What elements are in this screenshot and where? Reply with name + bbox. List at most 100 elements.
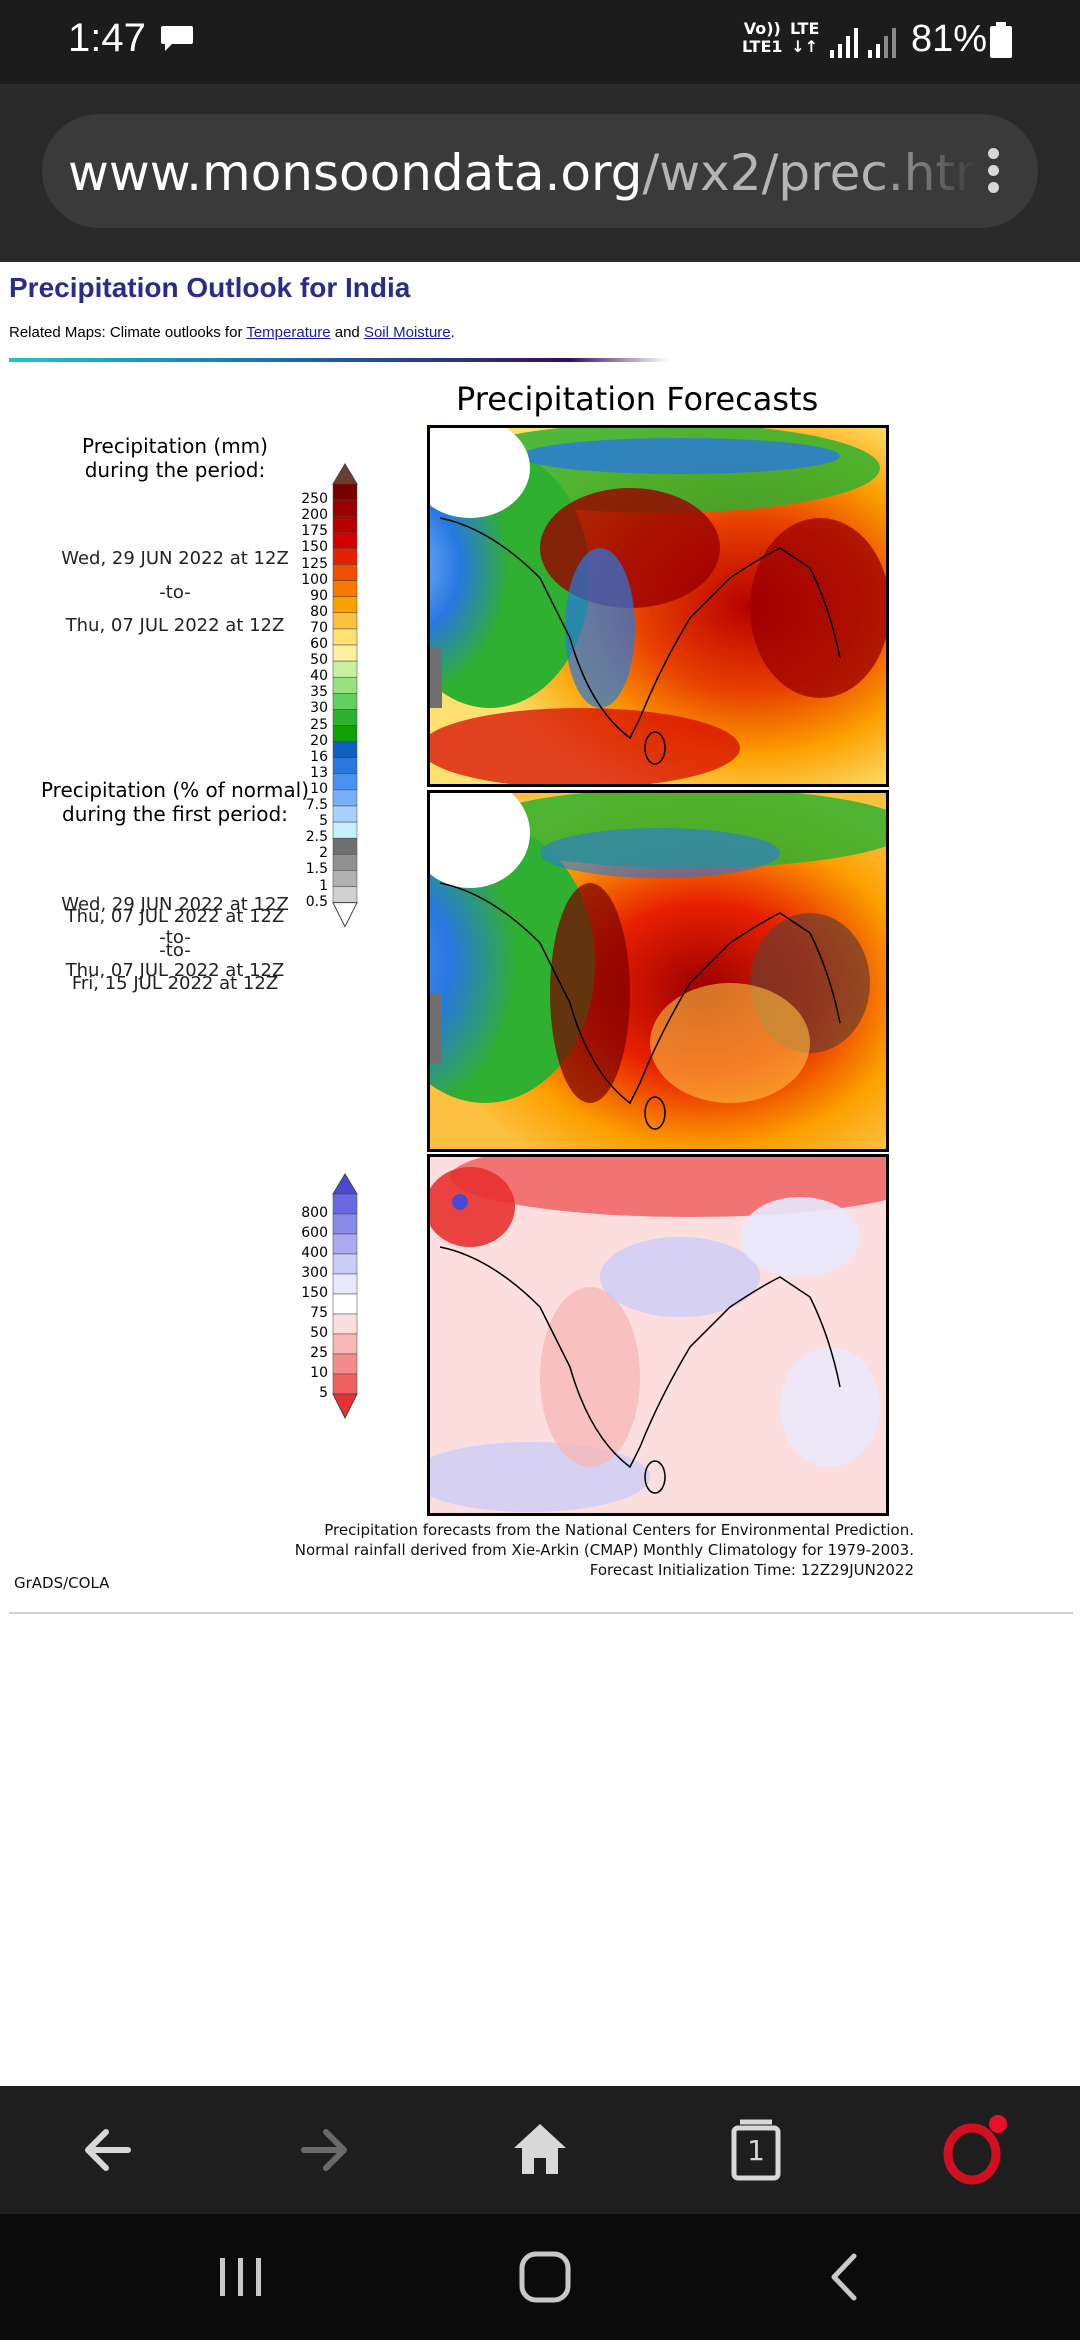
period3-start: Wed, 29 JUN 2022 at 12Z: [61, 894, 289, 915]
precip-map-period2: [427, 790, 889, 1152]
temperature-link[interactable]: Temperature: [246, 324, 331, 341]
battery-percent: 81%: [911, 18, 988, 60]
pct-scale-swatch: [332, 1373, 358, 1395]
pct-scale-tick: 150: [301, 1285, 328, 1301]
pct-scale-tick: 25: [310, 1345, 328, 1361]
pct-scale-tick: 5: [319, 1385, 328, 1401]
pct-scale-tick: 75: [310, 1305, 328, 1321]
mm-scale-swatch: [332, 515, 358, 533]
pct-scale-swatch: [332, 1293, 358, 1315]
mm-scale-swatch: [332, 532, 358, 549]
mm-scale-tick: 30: [310, 700, 328, 717]
mm-scale-bottom-arrow: [332, 902, 358, 928]
signal-icon-2: [868, 28, 896, 58]
mm-scale-tick: 13: [310, 764, 328, 781]
system-navigation-bar: [0, 2214, 1080, 2340]
mm-scale-tick: 35: [310, 684, 328, 701]
pct-scale-tick: 600: [301, 1225, 328, 1241]
pct-scale-swatch: [332, 1313, 358, 1335]
mm-scale-tick: 1.5: [305, 861, 328, 878]
mm-scale-tick: 250: [301, 491, 328, 508]
mm-scale-tick: 10: [310, 780, 328, 797]
pct-scale-swatch: [332, 1193, 358, 1215]
mm-scale-swatch: [332, 886, 358, 903]
pct-scale-swatch: [332, 1353, 358, 1375]
mm-scale-swatch: [332, 676, 358, 694]
mm-scale-swatch: [332, 499, 358, 517]
divider: [9, 358, 669, 362]
mm-scale-swatch: [332, 660, 358, 678]
mm-scale-tick: 2: [319, 845, 328, 862]
url-text[interactable]: www.monsoondata.org/wx2/prec.htm: [68, 144, 978, 202]
related-maps: Related Maps: Climate outlooks for Tempe…: [9, 324, 455, 341]
pct-scale-swatch: [332, 1253, 358, 1275]
mm-scale-tick: 60: [310, 636, 328, 652]
pct-scale-tick: 400: [301, 1245, 328, 1261]
mm-scale-tick: 25: [310, 716, 328, 733]
pct-scale-swatch: [332, 1333, 358, 1355]
mm-scale-swatch: [332, 870, 358, 887]
period1-to: -to-: [159, 582, 191, 603]
pct-scale-swatch: [332, 1273, 358, 1295]
home-icon[interactable]: [500, 2110, 580, 2190]
credits: Precipitation forecasts from the Nationa…: [294, 1521, 914, 1579]
mm-scale-tick: 70: [310, 619, 328, 636]
period2-start: Thu, 07 JUL 2022 at 12Z: [65, 906, 285, 927]
recent-apps-icon[interactable]: [206, 2244, 276, 2310]
mm-scale-swatch: [332, 821, 358, 839]
home-button-icon[interactable]: [510, 2244, 580, 2310]
mm-scale-swatch: [332, 564, 358, 581]
pct-scale-swatch: [332, 1233, 358, 1255]
pct-scale-top-arrow: [332, 1173, 358, 1195]
mm-scale-swatch: [332, 741, 358, 758]
soil-moisture-link[interactable]: Soil Moisture: [363, 324, 451, 341]
mm-scale-swatch: [332, 709, 358, 726]
tabs-icon: [731, 2119, 781, 2181]
mm-scale-swatch: [332, 854, 358, 871]
forecast-title: Precipitation Forecasts: [456, 380, 819, 418]
horizontal-rule: [9, 1612, 1073, 1614]
period1-start: Wed, 29 JUN 2022 at 12Z: [61, 548, 289, 569]
web-page: Precipitation Outlook for India Related …: [0, 262, 1080, 2086]
volte-indicator: Vo)) LTE1: [742, 19, 783, 56]
mm-scale-tick: 20: [310, 732, 328, 749]
mm-scale-swatch: [332, 773, 358, 791]
pct-scale-tick: 10: [310, 1365, 328, 1381]
pct-scale-swatch: [332, 1213, 358, 1235]
mm-scale-tick: 175: [301, 523, 328, 540]
precip-anomaly-map: [427, 1154, 889, 1516]
tabs-button[interactable]: 1: [716, 2110, 796, 2190]
back-arrow-icon[interactable]: [68, 2110, 148, 2190]
mm-scale-tick: 90: [310, 587, 328, 604]
period3-to: -to-: [159, 927, 191, 948]
opera-icon[interactable]: [932, 2110, 1012, 2190]
mm-scale-swatch: [332, 693, 358, 710]
mm-scale-swatch: [332, 757, 358, 775]
mm-scale-label: Precipitation (mm) during the period:: [82, 434, 268, 482]
mm-scale-tick: 16: [310, 748, 328, 765]
mm-scale-tick: 2.5: [305, 829, 328, 846]
pct-scale-tick: 300: [301, 1265, 328, 1281]
precip-map-period1: [427, 425, 889, 787]
mm-scale-tick: 80: [310, 603, 328, 620]
mm-scale-top-arrow: [332, 463, 358, 485]
mm-scale-tick: 150: [301, 539, 328, 556]
browser-toolbar: www.monsoondata.org/wx2/prec.htm: [0, 84, 1080, 262]
back-button-icon[interactable]: [810, 2244, 880, 2310]
browser-bottom-toolbar: 1: [0, 2086, 1080, 2214]
mm-scale-tick: 1: [319, 877, 328, 894]
pct-color-scale: [332, 1173, 358, 1420]
mm-scale-swatch: [332, 580, 358, 597]
period2-to: -to-: [159, 940, 191, 961]
mm-scale-tick: 200: [301, 507, 328, 524]
clock: 1:47: [68, 16, 146, 60]
lte-indicator: LTE ↓↑: [790, 19, 820, 56]
mm-scale-tick: 5: [319, 813, 328, 830]
mm-scale-tick: 7.5: [305, 797, 328, 813]
mm-scale-swatch: [332, 548, 358, 565]
mm-scale-tick: 50: [310, 652, 328, 669]
forward-arrow-icon[interactable]: [284, 2110, 364, 2190]
menu-kebab-icon[interactable]: [988, 148, 1000, 194]
address-bar[interactable]: www.monsoondata.org/wx2/prec.htm: [42, 114, 1038, 228]
mm-color-scale: [332, 463, 358, 928]
